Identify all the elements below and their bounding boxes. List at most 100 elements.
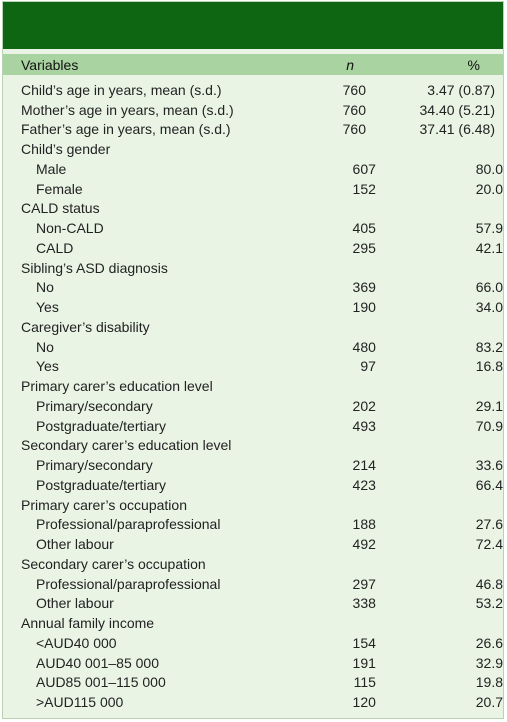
row-n: 338 — [352, 595, 376, 612]
row-n: 423 — [352, 476, 376, 493]
table-title-bar — [3, 2, 503, 49]
table-row: Female 152 20.0 — [3, 179, 503, 199]
row-label: Primary/secondary — [36, 397, 153, 414]
row-label: Primary carer’s occupation — [21, 496, 187, 513]
row-label: Primary carer’s education level — [21, 378, 213, 395]
row-percent: 19.8 — [475, 674, 503, 691]
row-n: 295 — [352, 239, 376, 256]
row-percent: 80.0 — [475, 160, 503, 177]
row-label: Yes — [36, 358, 59, 375]
table-group-row: Mother’s age in years, mean (s.d.) 760 34.… — [3, 100, 503, 120]
table-row: >AUD115 000 120 20.7 — [3, 692, 503, 712]
row-n: 297 — [352, 575, 376, 592]
row-label: Professional/paraprofessional — [36, 516, 221, 533]
table-row: Professional/paraprofessional 297 46.8 — [3, 574, 503, 594]
row-n: 214 — [352, 457, 376, 474]
row-percent: 57.9 — [475, 220, 503, 237]
row-percent: 29.1 — [475, 397, 503, 414]
row-n: 120 — [352, 694, 376, 711]
table-row: Yes 97 16.8 — [3, 357, 503, 377]
row-n: 369 — [352, 279, 376, 296]
row-percent: 83.2 — [475, 338, 503, 355]
row-percent: 33.6 — [475, 457, 503, 474]
row-n: 190 — [352, 299, 376, 316]
row-label: Other labour — [36, 536, 114, 553]
table-header: Variables n % — [3, 54, 503, 75]
row-percent: 37.41 (6.48) — [419, 121, 496, 138]
row-label: No — [36, 338, 54, 355]
table-row: Postgraduate/tertiary 423 66.4 — [3, 475, 503, 495]
row-n: 191 — [352, 654, 376, 671]
table-row: <AUD40 000 154 26.6 — [3, 633, 503, 653]
row-percent: 27.6 — [475, 516, 503, 533]
row-n: 115 — [353, 674, 376, 691]
row-n: 760 — [342, 81, 366, 98]
row-label: Caregiver’s disability — [21, 318, 150, 335]
row-label: CALD — [36, 239, 74, 256]
row-n: 607 — [352, 160, 376, 177]
table-row: Postgraduate/tertiary 493 70.9 — [3, 416, 503, 436]
row-label: Professional/paraprofessional — [36, 575, 221, 592]
table-group-row: Sibling’s ASD diagnosis — [3, 258, 503, 278]
table-group-row: Child’s age in years, mean (s.d.) 760 3.47… — [3, 80, 503, 100]
row-percent: 3.47 (0.87) — [427, 81, 495, 98]
row-percent: 42.1 — [475, 239, 503, 256]
row-label: Postgraduate/tertiary — [36, 476, 166, 493]
row-label: Postgraduate/tertiary — [36, 417, 166, 434]
row-percent: 46.8 — [475, 575, 503, 592]
row-label: No — [36, 279, 54, 296]
row-percent: 26.6 — [475, 634, 503, 651]
row-n: 492 — [352, 536, 376, 553]
row-percent: 66.4 — [475, 476, 503, 493]
table-group-row: Primary carer’s education level — [3, 376, 503, 396]
table-row: Yes 190 34.0 — [3, 297, 503, 317]
table-group-row: Primary carer’s occupation — [3, 495, 503, 515]
table-row: Primary/secondary 202 29.1 — [3, 396, 503, 416]
row-n: 202 — [352, 397, 376, 414]
row-n: 152 — [352, 180, 376, 197]
row-percent: 34.0 — [475, 299, 503, 316]
table-row: Non-CALD 405 57.9 — [3, 218, 503, 238]
row-label: Primary/secondary — [36, 457, 153, 474]
table-group-row: Secondary carer’s occupation — [3, 554, 503, 574]
row-percent: 32.9 — [475, 654, 503, 671]
header-n: n — [346, 56, 354, 73]
row-percent: 53.2 — [475, 595, 503, 612]
row-label: AUD40 001–85 000 — [36, 654, 159, 671]
row-percent: 72.4 — [475, 536, 503, 553]
header-percent: % — [467, 56, 480, 73]
row-label: Secondary carer’s education level — [21, 437, 232, 454]
row-n: 760 — [342, 121, 366, 138]
row-label: Child’s age in years, mean (s.d.) — [21, 81, 222, 98]
row-label: Father’s age in years, mean (s.d.) — [21, 121, 231, 138]
row-percent: 34.40 (5.21) — [419, 101, 496, 118]
row-label: Sibling’s ASD diagnosis — [21, 259, 168, 276]
table-group-row: Child’s gender — [3, 139, 503, 159]
table-row: Other labour 492 72.4 — [3, 534, 503, 554]
table-row: No 369 66.0 — [3, 278, 503, 298]
row-label: Non-CALD — [36, 220, 104, 237]
row-n: 97 — [360, 358, 376, 375]
table-group-row: Caregiver’s disability — [3, 317, 503, 337]
row-label: Female — [36, 180, 83, 197]
table-row: AUD40 001–85 000 191 32.9 — [3, 653, 503, 673]
row-percent: 16.8 — [475, 358, 503, 375]
header-variables: Variables — [21, 56, 79, 73]
row-label: >AUD115 000 — [36, 694, 124, 711]
row-n: 188 — [352, 516, 376, 533]
row-n: 760 — [342, 101, 366, 118]
row-n: 493 — [352, 417, 376, 434]
row-percent: 66.0 — [475, 279, 503, 296]
row-label: Other labour — [36, 595, 114, 612]
row-label: <AUD40 000 — [36, 634, 117, 651]
row-label: Annual family income — [21, 615, 155, 632]
table-group-row: Secondary carer’s education level — [3, 436, 503, 456]
row-percent: 20.0 — [475, 180, 503, 197]
table-group-row: CALD status — [3, 199, 503, 219]
table-row: Professional/paraprofessional 188 27.6 — [3, 515, 503, 535]
row-label: AUD85 001–115 000 — [36, 674, 166, 691]
table-row: CALD 295 42.1 — [3, 238, 503, 258]
row-label: Secondary carer’s occupation — [21, 555, 206, 572]
table-group-row: Father’s age in years, mean (s.d.) 760 37.… — [3, 120, 503, 140]
row-percent: 70.9 — [475, 417, 503, 434]
